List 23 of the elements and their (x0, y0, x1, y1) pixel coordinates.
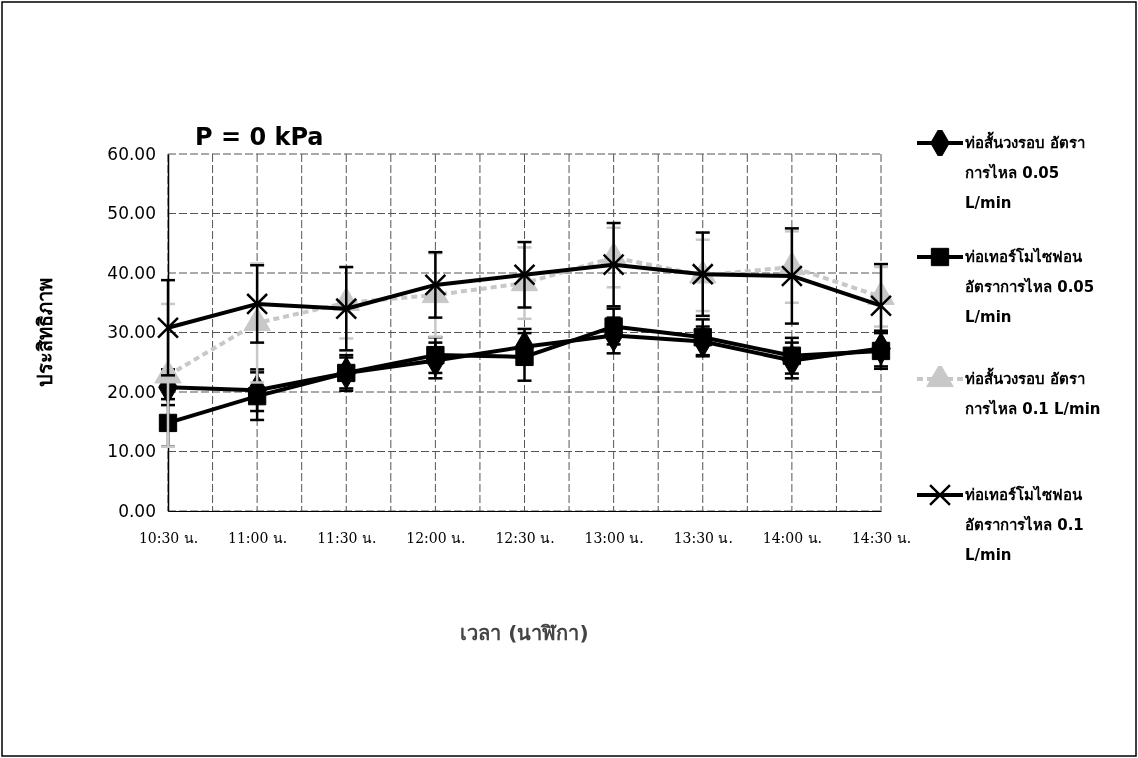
y-tick-label: 20.00 (107, 381, 156, 402)
x-axis-title: เวลา (นาฬิกา) (460, 621, 589, 645)
x-tick-label: 12:30 น. (495, 529, 555, 546)
y-tick-label: 0.00 (118, 500, 156, 521)
y-axis-title: ประสิทธิภาพ (33, 278, 57, 387)
y-tick-label: 30.00 (107, 322, 156, 343)
x-tick-label: 12:00 น. (406, 529, 466, 546)
legend-label: ท่อเทอร์โมไซฟอน อัตราการไหล 0.1 L/min (965, 484, 1085, 566)
legend-label: ท่อสั้นวงรอบ อัตราการไหล 0.1 L/min (965, 366, 1102, 420)
legend-label: ท่อเทอร์โมไซฟอน อัตราการไหล 0.05 L/min (965, 246, 1096, 328)
x-tick-label: 10:30 น. (138, 529, 199, 546)
x-tick-label: 13:30 น. (673, 529, 733, 546)
x-tick-label: 14:30 น. (851, 529, 912, 546)
x-tick-label: 11:30 น. (317, 529, 377, 546)
x-tick-label: 13:00 น. (584, 529, 644, 546)
y-tick-label: 40.00 (107, 262, 156, 283)
legend-label: ท่อสั้นวงรอบ อัตราการไหล 0.05 L/min (965, 130, 1087, 214)
y-tick-label: 50.00 (107, 203, 156, 224)
x-tick-label: 11:00 น. (228, 529, 288, 546)
y-tick-label: 60.00 (107, 143, 156, 164)
x-tick-label: 14:00 น. (762, 529, 822, 546)
y-tick-label: 10.00 (107, 441, 156, 462)
chart-title: P = 0 kPa (195, 123, 324, 151)
